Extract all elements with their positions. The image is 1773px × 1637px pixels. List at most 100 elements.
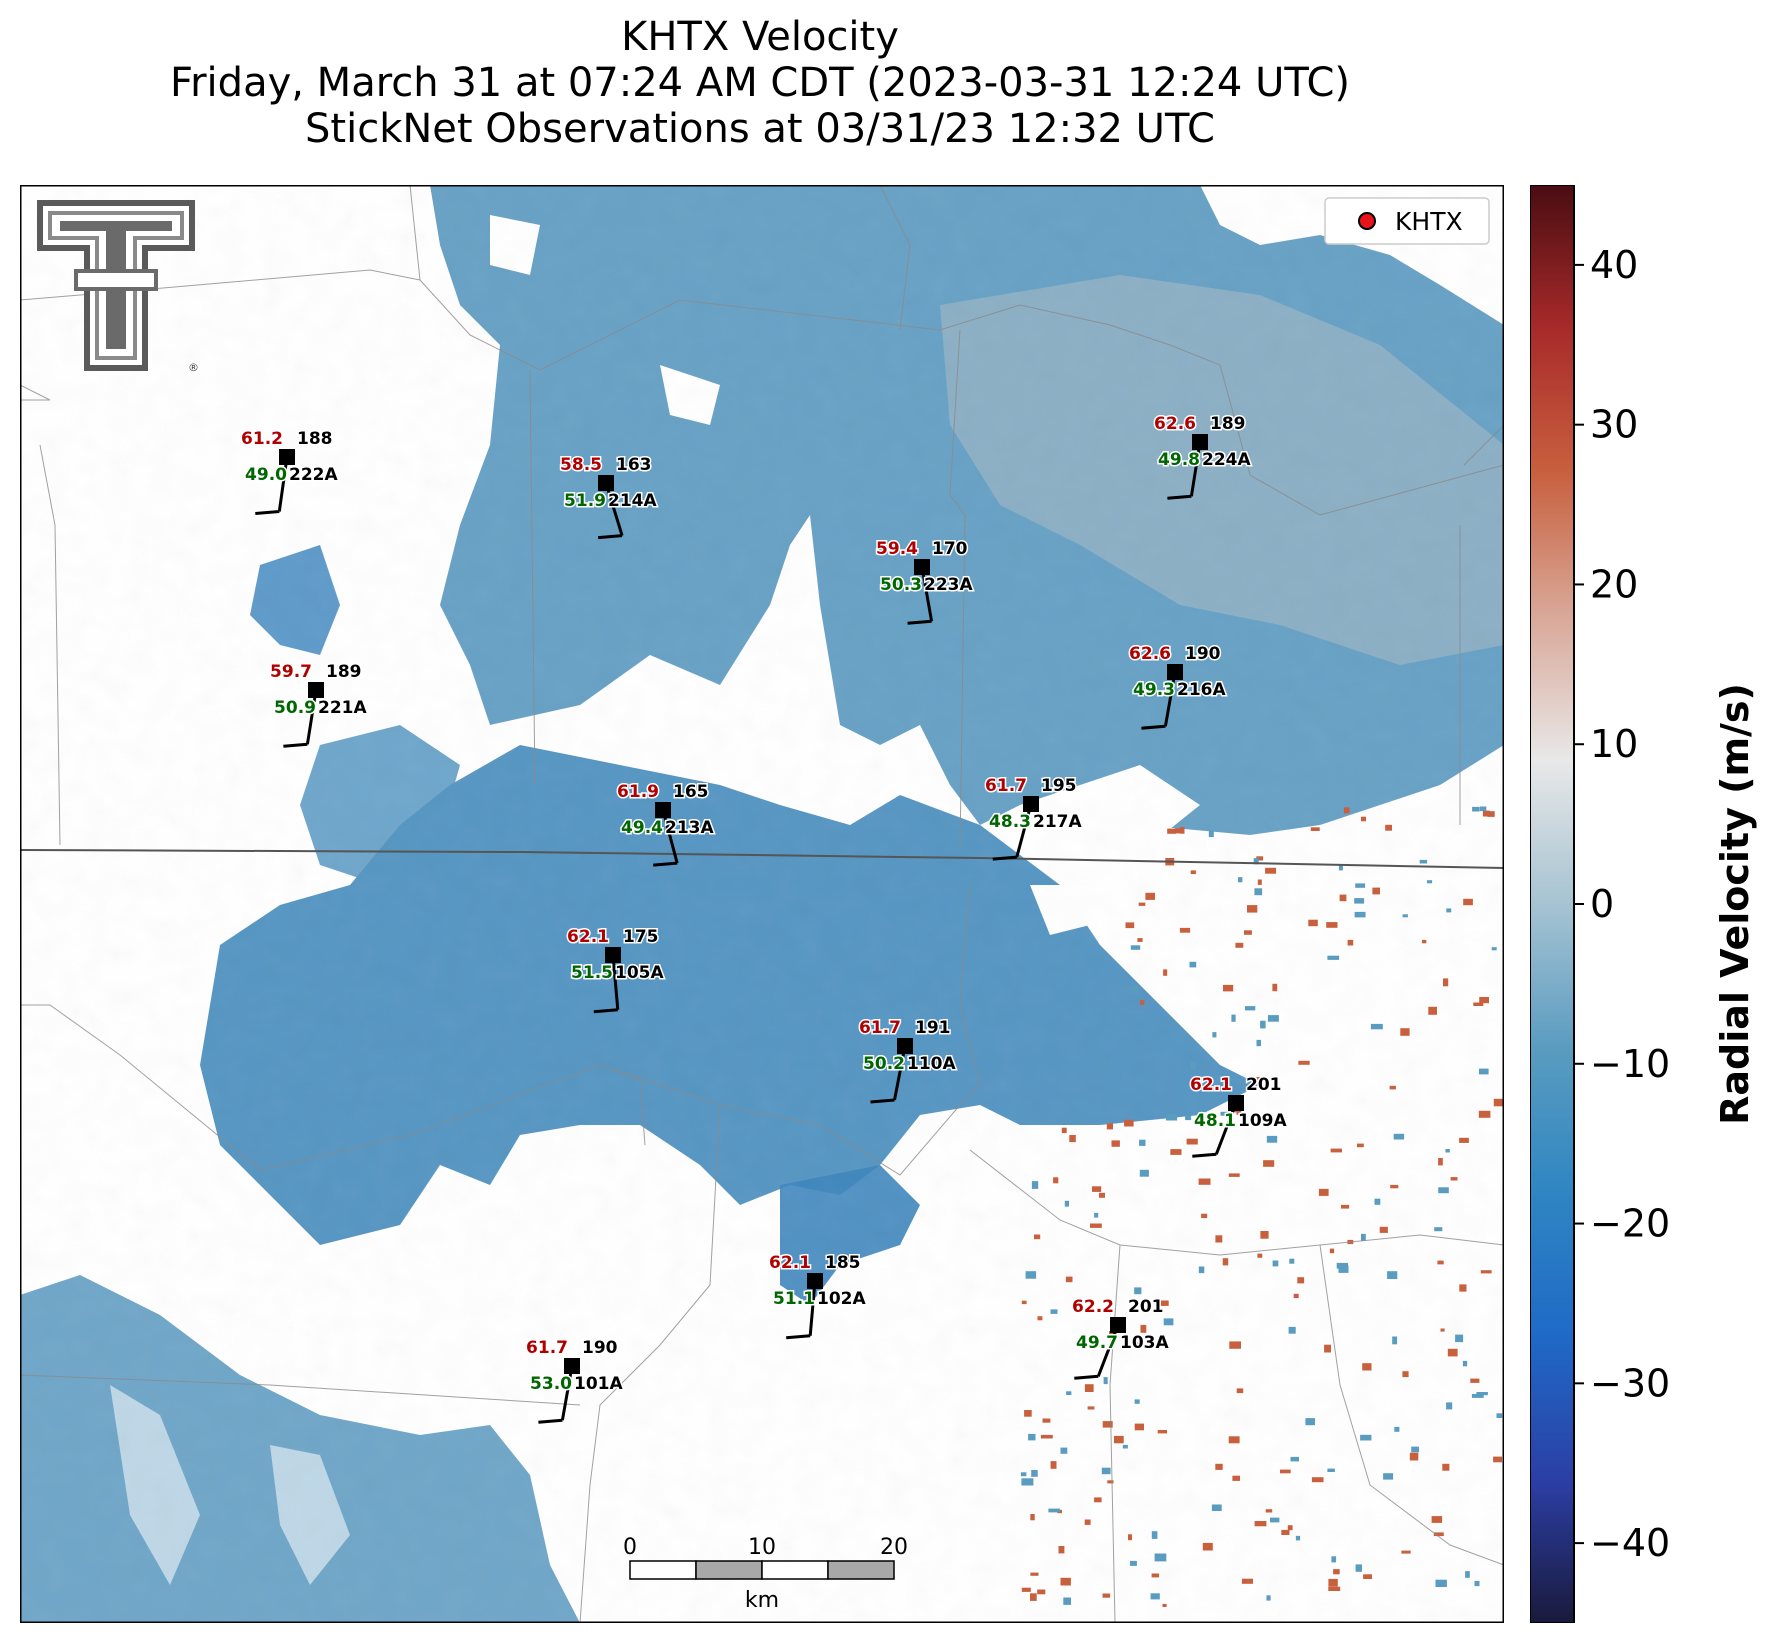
station-marker	[914, 559, 930, 575]
clutter-pixel	[1241, 1578, 1253, 1584]
station-marker	[1192, 434, 1208, 450]
logo-mark: ®	[188, 361, 199, 374]
station-101A[interactable]: 61.7 190 53.0 101A	[525, 1337, 625, 1424]
clutter-pixel	[1060, 1577, 1071, 1586]
texas-tech-logo: ®	[37, 200, 199, 374]
clutter-pixel	[1374, 1198, 1381, 1205]
station-id: 103A	[1120, 1333, 1169, 1353]
clutter-pixel	[1122, 1444, 1128, 1449]
station-217A[interactable]: 61.7 195 48.3 217A	[984, 775, 1084, 861]
clutter-pixel	[1130, 1560, 1137, 1566]
map-frame	[20, 185, 1504, 1623]
clutter-pixel	[1037, 1589, 1046, 1595]
station-id: 110A	[907, 1054, 956, 1074]
station-speed: 48.3	[989, 812, 1031, 832]
clutter-pixel	[1222, 1258, 1229, 1266]
wind-barb-flag	[1074, 1374, 1099, 1380]
station-direction: 201	[1246, 1075, 1282, 1095]
clutter-pixel	[1462, 1360, 1468, 1367]
station-gust: 59.4	[876, 539, 918, 559]
clutter-pixel	[1063, 1597, 1071, 1605]
wind-barb-staff	[1163, 671, 1177, 727]
clutter-pixel	[1024, 1410, 1032, 1417]
station-223A[interactable]: 59.4 170 50.3 223A	[875, 538, 975, 625]
station-id: 213A	[665, 818, 714, 838]
figure-title: KHTX Velocity Friday, March 31 at 07:24 …	[0, 14, 1520, 152]
clutter-pixel	[1151, 1531, 1158, 1539]
station-103A[interactable]: 62.2 201 49.7 103A	[1071, 1296, 1171, 1380]
wind-barb-flag	[653, 861, 678, 867]
clutter-pixel	[1446, 1402, 1453, 1410]
colorbar: 40 30 20 10 0 −10 −20 −30 −40 Radial Velocity (m…	[1530, 185, 1757, 1623]
clutter-pixel	[1254, 888, 1263, 896]
station-gust: 62.2	[1072, 1297, 1114, 1317]
station-221A[interactable]: 59.7 189 50.9 221A	[269, 661, 369, 748]
clutter-pixel	[1311, 1477, 1324, 1483]
station-214A[interactable]: 58.5 163 51.9 214A	[559, 454, 659, 540]
clutter-pixel	[1336, 1262, 1349, 1269]
clutter-pixel	[1212, 1032, 1217, 1038]
clutter-pixel	[1266, 1595, 1271, 1601]
clutter-pixel	[1102, 1421, 1113, 1428]
clutter-pixel	[1245, 1006, 1256, 1011]
clutter-pixel	[1092, 1186, 1102, 1192]
clutter-pixel	[1030, 1572, 1039, 1576]
station-gust: 62.1	[567, 927, 609, 947]
colorbar-tick-label: 40	[1590, 243, 1638, 287]
clutter-pixel	[1390, 1184, 1399, 1189]
wind-barb-flag	[538, 1418, 563, 1424]
clutter-pixel	[1220, 1111, 1231, 1116]
clutter-pixel	[1215, 1463, 1223, 1470]
clutter-pixel	[1060, 1447, 1068, 1454]
station-marker	[807, 1273, 823, 1289]
clutter-pixel	[1443, 978, 1449, 987]
clutter-pixel	[1020, 1472, 1027, 1477]
clutter-pixel	[1185, 1115, 1192, 1121]
clutter-pixel	[1363, 1574, 1372, 1579]
station-gust: 62.6	[1154, 414, 1196, 434]
clutter-pixel	[1324, 1344, 1331, 1353]
clutter-pixel	[1266, 1135, 1278, 1143]
clutter-pixel	[1256, 856, 1264, 861]
station-gust: 61.2	[241, 429, 283, 449]
colorbar-tick-label: −40	[1590, 1521, 1670, 1565]
clutter-pixel	[1125, 922, 1135, 929]
clutter-pixel	[1021, 1478, 1034, 1486]
station-direction: 163	[616, 455, 652, 475]
station-213A[interactable]: 61.9 165 49.4 213A	[616, 781, 716, 867]
clutter-pixel	[1479, 1068, 1489, 1075]
station-speed: 51.9	[564, 491, 606, 511]
clutter-pixel	[1287, 1525, 1293, 1531]
clutter-pixel	[1253, 858, 1259, 865]
clutter-pixel	[1031, 1470, 1038, 1477]
station-109A[interactable]: 62.1 201 48.1 109A	[1189, 1074, 1289, 1158]
clutter-pixel	[1236, 1388, 1244, 1394]
wind-barb-flag	[1167, 494, 1192, 500]
station-102A[interactable]: 62.1 185 51.1 102A	[768, 1252, 868, 1340]
clutter-pixel	[1387, 1271, 1398, 1279]
scale-bar: 0 10 20 km	[623, 1535, 908, 1613]
station-marker	[564, 1358, 580, 1374]
station-id: 221A	[318, 698, 367, 718]
clutter-pixel	[1394, 1426, 1400, 1432]
wind-barb-staff	[1189, 441, 1202, 497]
clutter-pixel	[1389, 1085, 1396, 1090]
station-224A[interactable]: 62.6 189 49.8 224A	[1153, 413, 1253, 500]
station-direction: 170	[932, 539, 968, 559]
clutter-pixel	[1236, 1109, 1242, 1115]
clutter-pixel	[1087, 1406, 1095, 1410]
wind-barb-flag	[992, 855, 1017, 861]
clutter-pixel	[1370, 1023, 1383, 1030]
clutter-pixel	[1231, 1014, 1236, 1022]
station-110A[interactable]: 61.7 191 50.2 110A	[858, 1017, 958, 1104]
wind-barb-staff	[611, 954, 620, 1010]
station-105A[interactable]: 62.1 175 51.5 105A	[566, 926, 666, 1014]
station-222A[interactable]: 61.2 188 49.0 222A	[240, 428, 340, 515]
wind-barb-flag	[593, 1008, 618, 1014]
clutter-pixel	[1281, 1529, 1290, 1535]
clutter-pixel	[1491, 947, 1497, 951]
clutter-pixel	[1318, 1188, 1329, 1196]
clutter-pixel	[1163, 969, 1168, 976]
station-216A[interactable]: 62.6 190 49.3 216A	[1128, 643, 1228, 730]
clutter-pixel	[1229, 1341, 1241, 1349]
